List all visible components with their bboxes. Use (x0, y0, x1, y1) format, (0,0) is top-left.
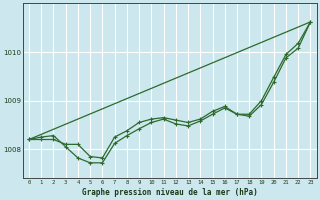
X-axis label: Graphe pression niveau de la mer (hPa): Graphe pression niveau de la mer (hPa) (82, 188, 258, 197)
